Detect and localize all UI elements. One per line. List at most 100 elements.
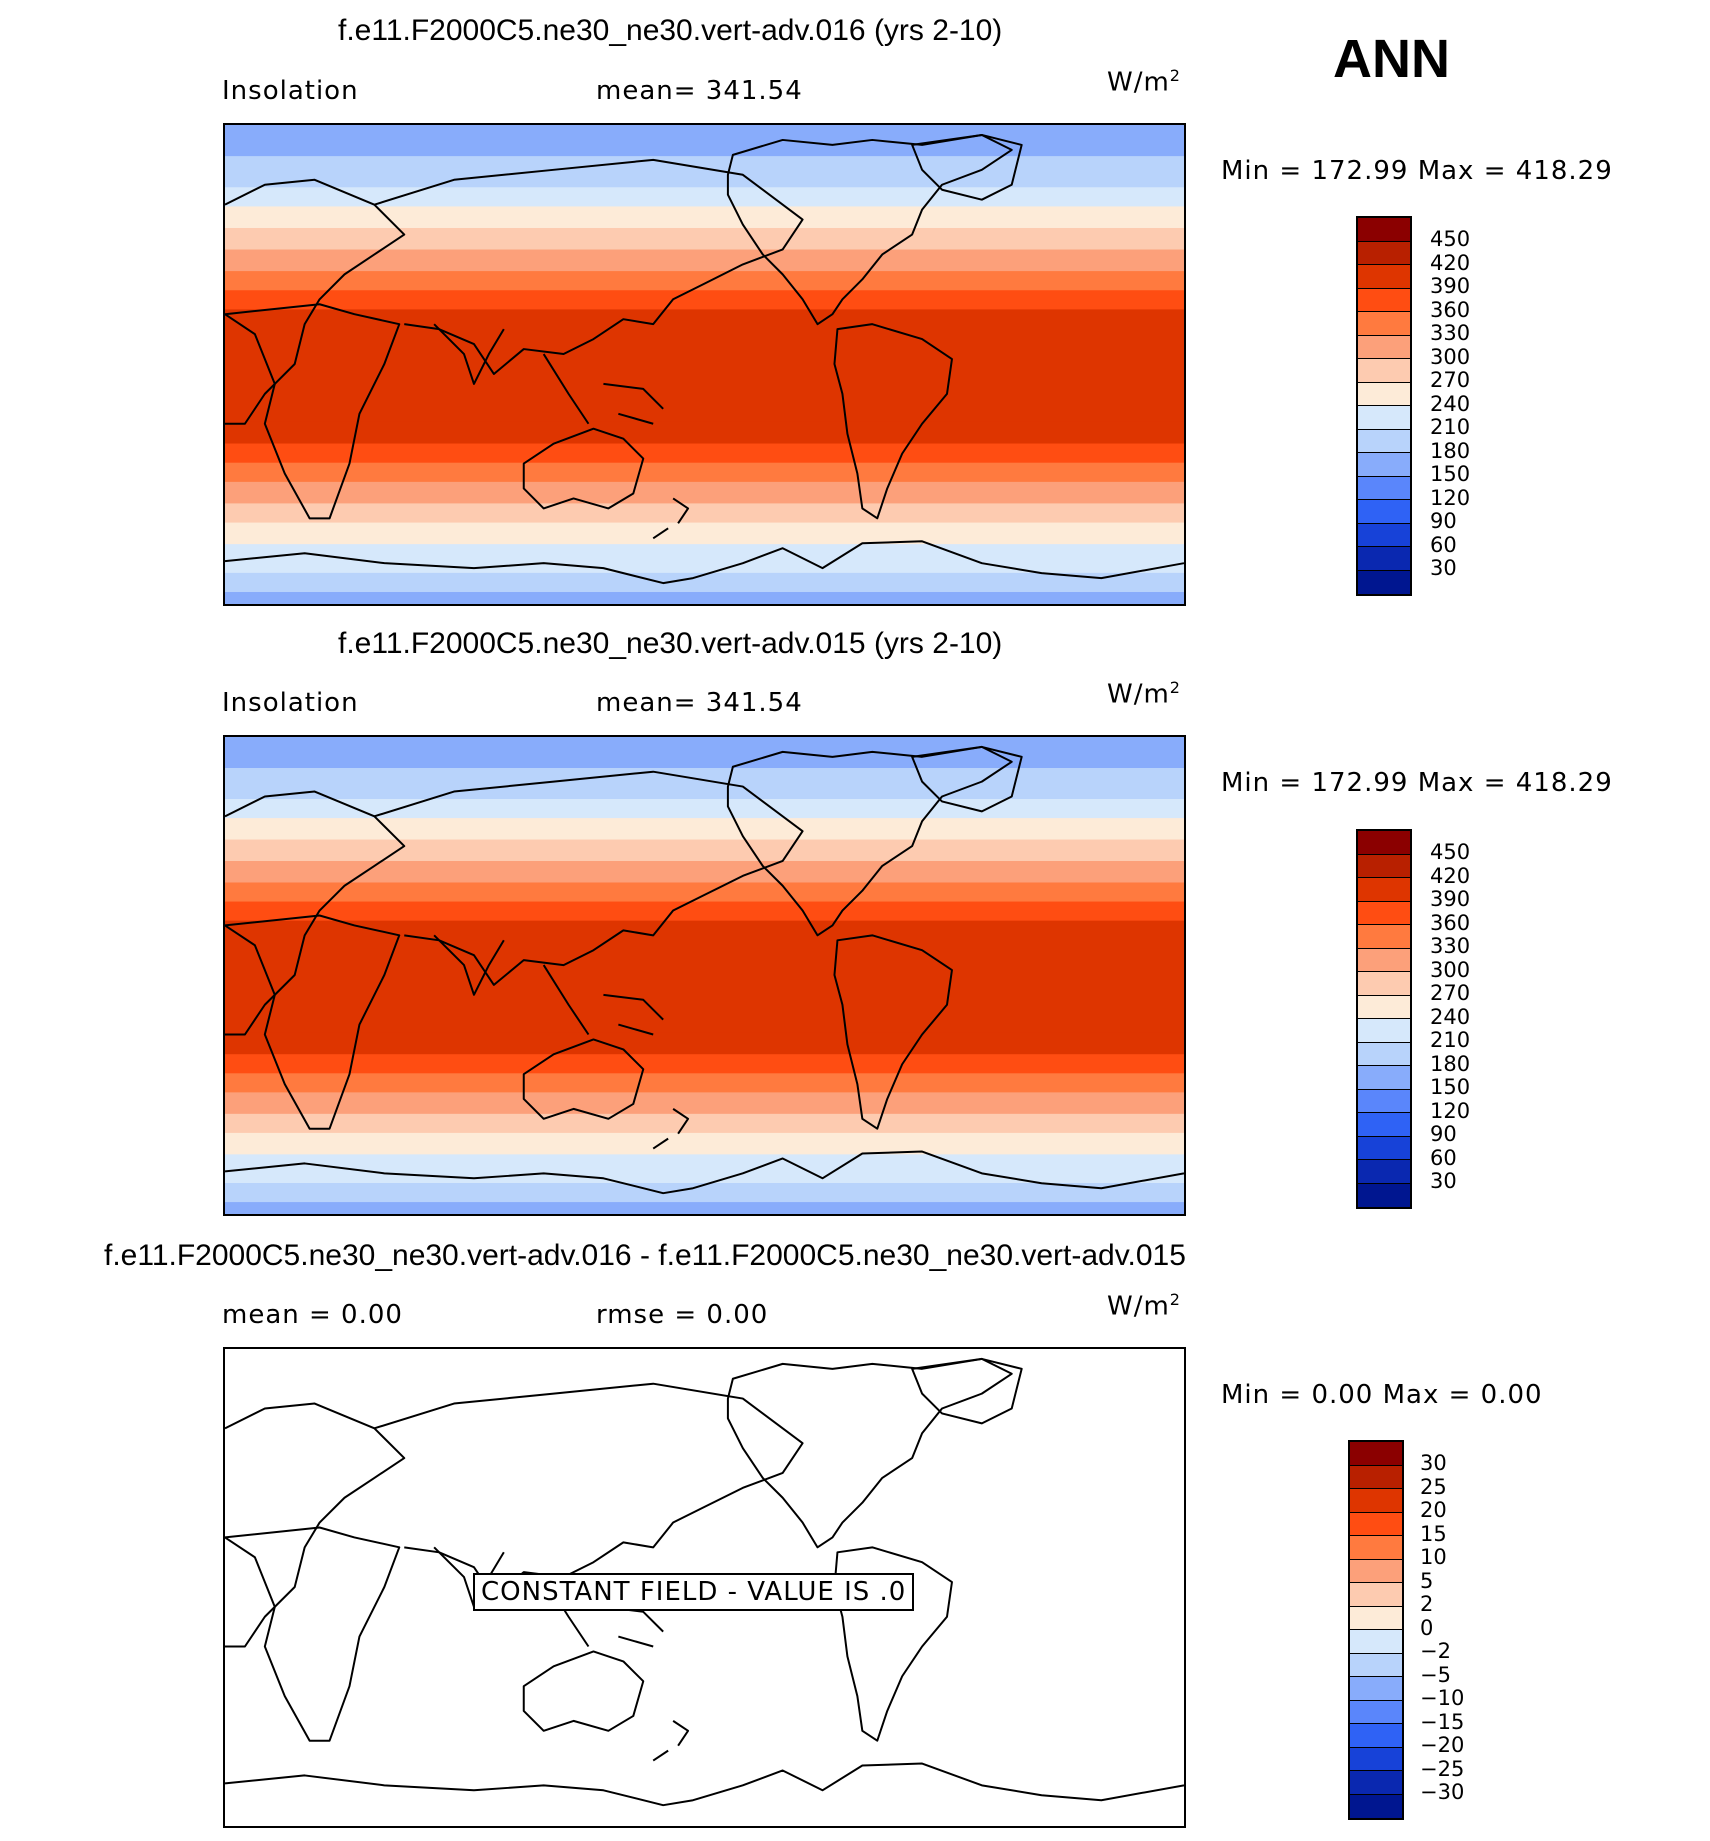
map-canvas (225, 125, 1184, 604)
coastline (225, 1402, 406, 1648)
colorbar-tick-label: 5 (1420, 1568, 1434, 1593)
panel2-map (223, 735, 1186, 1216)
colorbar-swatch (1358, 218, 1410, 242)
colorbar-tick-label: −20 (1420, 1733, 1465, 1757)
colorbar-swatch (1358, 523, 1410, 547)
latitude-band (225, 125, 1184, 157)
season-label: ANN (1333, 29, 1450, 89)
latitude-band (225, 522, 1184, 545)
coastline (652, 1720, 690, 1762)
coastline (542, 964, 664, 1036)
colorbar-tick-label: −15 (1420, 1709, 1465, 1734)
colorbar-tick-label: 330 (1430, 321, 1471, 345)
panel2-var-label: Insolation (222, 688, 359, 718)
latitude-band (225, 206, 1184, 229)
panel1-colorbar (1356, 216, 1412, 596)
colorbar-tick-label: 330 (1430, 934, 1471, 958)
latitude-band (225, 481, 1184, 504)
coastlines (225, 133, 1184, 585)
colorbar-swatch (1358, 288, 1410, 312)
colorbar-swatch (1358, 948, 1410, 972)
colorbar-swatch (1350, 1700, 1402, 1724)
colorbar-tick-label: 420 (1430, 863, 1471, 888)
colorbar-tick-label: 60 (1430, 532, 1457, 557)
colorbar-swatch (1358, 901, 1410, 925)
colorbar-tick-label: 210 (1430, 1028, 1471, 1052)
colorbar-swatch (1350, 1559, 1402, 1583)
colorbar-swatch (1358, 854, 1410, 878)
colorbar-swatch (1350, 1489, 1402, 1513)
colorbar-swatch (1358, 1136, 1410, 1160)
colorbar-swatch (1358, 265, 1410, 289)
colorbar-swatch (1350, 1442, 1402, 1466)
colorbar-tick-label: 150 (1430, 1075, 1471, 1099)
latitude-band (225, 839, 1184, 862)
colorbar-tick-label: 120 (1430, 485, 1471, 510)
colorbar-swatch (1350, 1583, 1402, 1607)
latitude-band (225, 503, 1184, 524)
colorbar-tick-label: 240 (1430, 391, 1471, 416)
coastline (522, 1650, 645, 1732)
colorbar-swatch (1358, 1019, 1410, 1043)
panel2-units: W/m2 (1107, 678, 1181, 710)
latitude-band (225, 1132, 1184, 1155)
map-canvas (225, 1357, 1184, 1807)
colorbar-swatch (1350, 1747, 1402, 1771)
coastline (652, 497, 690, 540)
latitude-band (225, 544, 1184, 574)
colorbar-tick-label: −30 (1420, 1780, 1465, 1804)
coastline (225, 1150, 1184, 1195)
coastline (225, 1526, 401, 1742)
constant-field-label: CONSTANT FIELD - VALUE IS .0 (473, 1573, 915, 1611)
colorbar-swatch (1358, 995, 1410, 1019)
latitude-band (225, 421, 1184, 445)
latitude-band (225, 1092, 1184, 1115)
colorbar-tick-label: 420 (1430, 250, 1471, 275)
colorbar-swatch (1350, 1606, 1402, 1630)
colorbar-tick-label: 270 (1430, 981, 1471, 1005)
latitude-band (225, 309, 1184, 423)
panel3-colorbar-labels: 30 25 20 15 10 5 2 0 −2 −5 −10 −15 −20 −25 −30 (1420, 1440, 1490, 1820)
colorbar-swatch (1358, 429, 1410, 453)
colorbar-tick-label: 300 (1430, 957, 1471, 982)
latitude-band (225, 227, 1184, 251)
coastline (726, 133, 1013, 326)
coastline (833, 323, 953, 520)
panel3-colorbar (1348, 1440, 1404, 1820)
latitude-band (225, 882, 1184, 903)
coastline (225, 178, 406, 425)
colorbar-tick-label: 60 (1430, 1145, 1457, 1170)
latitude-band (225, 901, 1184, 922)
colorbar-tick-label: 360 (1430, 910, 1471, 935)
coastline (374, 770, 804, 986)
colorbar-swatch (1358, 1089, 1410, 1113)
colorbar-tick-label: 90 (1430, 1122, 1457, 1146)
latitude-band (225, 818, 1184, 841)
colorbar-swatch (1358, 312, 1410, 336)
colorbar-tick-label: 30 (1420, 1451, 1447, 1475)
colorbar-tick-label: 150 (1430, 462, 1471, 486)
colorbar-tick-label: −10 (1420, 1686, 1465, 1710)
latitude-band (225, 271, 1184, 291)
latitude-band (225, 1113, 1184, 1134)
coastlines (225, 1357, 1184, 1807)
colorbar-swatch (1358, 335, 1410, 359)
colorbar-tick-label: 450 (1430, 840, 1471, 864)
colorbar-tick-label: 25 (1420, 1474, 1447, 1499)
coastline (652, 1108, 690, 1150)
latitude-band (225, 1202, 1184, 1214)
coastline (833, 934, 953, 1130)
colorbar-swatch (1358, 570, 1410, 594)
coastline (522, 1038, 645, 1120)
panel2-minmax: Min = 172.99 Max = 418.29 (1221, 768, 1613, 798)
colorbar-tick-label: 240 (1430, 1004, 1471, 1029)
latitude-band (225, 1054, 1184, 1074)
colorbar-swatch (1358, 500, 1410, 524)
coastline (433, 323, 505, 385)
colorbar-swatch (1358, 453, 1410, 477)
latitude-band (225, 920, 1184, 1034)
colorbar-tick-label: 0 (1420, 1615, 1434, 1640)
latitude-band (225, 1032, 1184, 1055)
latitude-band (225, 1182, 1184, 1203)
panel1-var-label: Insolation (222, 76, 359, 106)
